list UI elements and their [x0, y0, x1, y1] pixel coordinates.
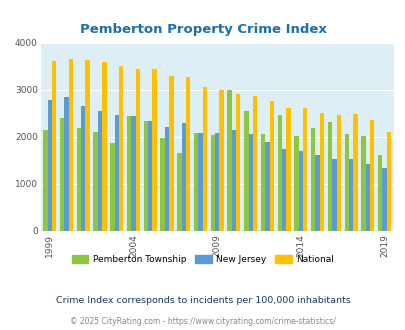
- Text: Pemberton Property Crime Index: Pemberton Property Crime Index: [79, 23, 326, 36]
- Bar: [52, 61, 56, 231]
- Bar: [131, 116, 135, 231]
- Bar: [148, 121, 152, 231]
- Bar: [310, 128, 315, 231]
- Bar: [177, 153, 181, 231]
- Bar: [327, 122, 331, 231]
- Bar: [252, 96, 257, 231]
- Bar: [260, 134, 264, 231]
- Bar: [110, 143, 114, 231]
- Bar: [194, 133, 198, 231]
- Bar: [348, 159, 352, 231]
- Bar: [152, 69, 156, 231]
- Bar: [47, 100, 52, 231]
- Bar: [294, 136, 298, 231]
- Bar: [114, 115, 119, 231]
- Bar: [210, 135, 215, 231]
- Bar: [77, 128, 81, 231]
- Bar: [236, 94, 240, 231]
- Bar: [286, 108, 290, 231]
- Bar: [336, 115, 340, 231]
- Bar: [160, 138, 164, 231]
- Bar: [98, 111, 102, 231]
- Bar: [360, 137, 365, 231]
- Bar: [85, 60, 90, 231]
- Bar: [143, 121, 148, 231]
- Bar: [277, 115, 281, 231]
- Bar: [281, 149, 286, 231]
- Bar: [264, 142, 269, 231]
- Bar: [164, 127, 169, 231]
- Bar: [185, 77, 190, 231]
- Bar: [198, 133, 202, 231]
- Legend: Pemberton Township, New Jersey, National: Pemberton Township, New Jersey, National: [68, 251, 337, 268]
- Bar: [303, 108, 307, 231]
- Bar: [202, 87, 207, 231]
- Bar: [93, 132, 98, 231]
- Bar: [386, 132, 390, 231]
- Bar: [60, 118, 64, 231]
- Bar: [215, 133, 219, 231]
- Bar: [231, 130, 236, 231]
- Bar: [369, 119, 373, 231]
- Bar: [344, 134, 348, 231]
- Bar: [43, 130, 47, 231]
- Bar: [315, 155, 319, 231]
- Bar: [135, 69, 140, 231]
- Bar: [227, 90, 231, 231]
- Bar: [331, 159, 336, 231]
- Bar: [64, 97, 68, 231]
- Bar: [298, 150, 303, 231]
- Bar: [269, 101, 273, 231]
- Bar: [219, 90, 223, 231]
- Bar: [352, 114, 357, 231]
- Bar: [102, 62, 106, 231]
- Bar: [127, 116, 131, 231]
- Text: Crime Index corresponds to incidents per 100,000 inhabitants: Crime Index corresponds to incidents per…: [55, 296, 350, 305]
- Bar: [382, 168, 386, 231]
- Bar: [248, 134, 252, 231]
- Bar: [181, 123, 185, 231]
- Bar: [68, 59, 73, 231]
- Bar: [243, 111, 248, 231]
- Bar: [119, 66, 123, 231]
- Bar: [377, 155, 382, 231]
- Bar: [169, 76, 173, 231]
- Bar: [81, 106, 85, 231]
- Bar: [365, 164, 369, 231]
- Bar: [319, 114, 323, 231]
- Text: © 2025 CityRating.com - https://www.cityrating.com/crime-statistics/: © 2025 CityRating.com - https://www.city…: [70, 317, 335, 326]
